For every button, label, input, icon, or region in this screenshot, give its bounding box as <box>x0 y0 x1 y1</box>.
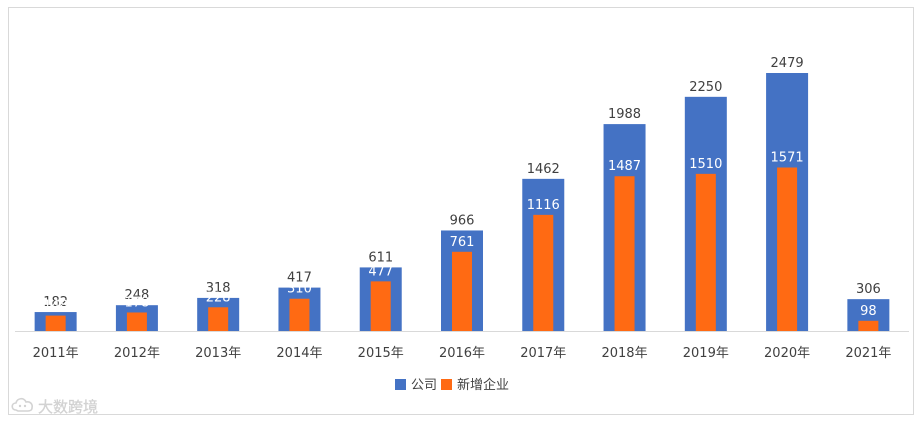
data-label-新增企业-2013年: 228 <box>206 290 231 305</box>
x-tick-label-2016年: 2016年 <box>439 346 485 361</box>
data-label-新增企业-2020年: 1571 <box>771 150 804 165</box>
bar-新增企业-2013年 <box>208 307 229 331</box>
legend-swatch-公司 <box>395 379 406 390</box>
x-tick-label-2013年: 2013年 <box>195 346 241 361</box>
x-axis: 2011年 2012年 2013年 2014年 2015年 2016年 2017年 2018年… <box>15 331 909 361</box>
bar-新增企业-2015年 <box>370 281 391 331</box>
watermark-text: 大数跨境 <box>38 398 98 416</box>
bar-新增企业-2019年 <box>695 173 716 331</box>
data-label-公司-2016年: 966 <box>450 213 475 228</box>
x-tick-label-2012年: 2012年 <box>114 346 160 361</box>
bar-新增企业-2011年 <box>45 315 66 331</box>
data-label-新增企业-2011年: 148 <box>43 299 68 314</box>
x-tick-label-2017年: 2017年 <box>520 346 566 361</box>
bar-新增企业-2018年 <box>614 176 635 331</box>
data-label-公司-2021年: 306 <box>856 282 881 297</box>
bar-新增企业-2012年 <box>126 312 147 331</box>
data-label-新增企业-2017年: 1116 <box>527 198 560 213</box>
data-label-新增企业-2021年: 98 <box>860 304 877 319</box>
x-tick-label-2011年: 2011年 <box>33 346 79 361</box>
x-tick-label-2021年: 2021年 <box>845 346 891 361</box>
data-label-公司-2012年: 248 <box>124 288 149 303</box>
data-label-新增企业-2012年: 178 <box>124 295 149 310</box>
x-tick-label-2018年: 2018年 <box>601 346 647 361</box>
bars-group <box>34 73 890 332</box>
bar-新增企业-2020年 <box>777 167 798 331</box>
data-label-公司-2015年: 611 <box>368 250 393 265</box>
data-label-新增企业-2016年: 761 <box>450 235 475 250</box>
data-label-新增企业-2015年: 477 <box>368 264 393 279</box>
data-label-新增企业-2018年: 1487 <box>608 159 641 174</box>
x-tick-label-2019年: 2019年 <box>683 346 729 361</box>
data-label-公司-2017年: 1462 <box>527 162 560 177</box>
data-label-公司-2020年: 2479 <box>771 56 804 71</box>
cloud-logo-icon <box>11 397 33 412</box>
bar-新增企业-2017年 <box>533 214 554 331</box>
x-tick-label-2014年: 2014年 <box>276 346 322 361</box>
x-tick-label-2020年: 2020年 <box>764 346 810 361</box>
data-label-公司-2019年: 2250 <box>689 80 722 95</box>
x-tick-label-2015年: 2015年 <box>358 346 404 361</box>
legend-label-新增企业: 新增企业 <box>457 377 509 393</box>
legend: 公司 新增企业 <box>395 377 509 393</box>
data-label-公司-2014年: 417 <box>287 271 312 286</box>
data-label-公司-2018年: 1988 <box>608 107 641 122</box>
data-label-公司-2013年: 318 <box>206 281 231 296</box>
watermark: 大数跨境 <box>8 392 138 420</box>
data-label-新增企业-2019年: 1510 <box>689 157 722 172</box>
legend-label-公司: 公司 <box>411 378 437 393</box>
bar-新增企业-2016年 <box>452 251 472 331</box>
bar-新增企业-2014年 <box>289 298 310 331</box>
bar-新增企业-2021年 <box>858 320 879 331</box>
chart-frame: 182 148 248 178 318 228 417 310 611 477 966 761 1462… <box>8 7 914 415</box>
data-label-新增企业-2014年: 310 <box>287 282 312 297</box>
data-label-公司-2011年: 182 <box>43 295 68 310</box>
legend-swatch-新增企业 <box>441 379 452 390</box>
